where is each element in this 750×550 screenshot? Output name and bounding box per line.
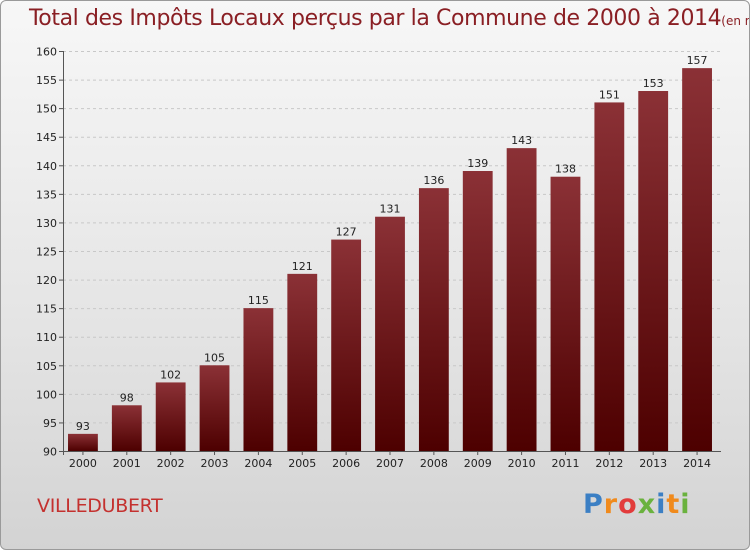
x-tick-label: 2008 bbox=[420, 457, 448, 470]
bar bbox=[287, 273, 318, 451]
x-tick-label: 2010 bbox=[508, 457, 536, 470]
proxiti-letter: x bbox=[637, 489, 657, 520]
data-label: 157 bbox=[687, 54, 708, 67]
y-tick-label: 120 bbox=[36, 274, 57, 287]
y-tick-label: 160 bbox=[36, 46, 57, 59]
bar bbox=[638, 91, 669, 451]
y-tick-label: 95 bbox=[43, 417, 57, 430]
bar bbox=[462, 171, 493, 451]
x-tick-label: 2000 bbox=[69, 457, 97, 470]
y-tick-label: 145 bbox=[36, 131, 57, 144]
data-label: 138 bbox=[555, 163, 576, 176]
data-label: 136 bbox=[423, 174, 444, 187]
bar bbox=[506, 148, 537, 451]
bar bbox=[331, 239, 362, 451]
x-tick-label: 2011 bbox=[551, 457, 579, 470]
data-label: 102 bbox=[160, 368, 181, 381]
proxiti-letter: t bbox=[666, 489, 681, 520]
proxiti-letter: P bbox=[583, 489, 604, 520]
data-label: 115 bbox=[248, 294, 269, 307]
y-tick-label: 155 bbox=[36, 74, 57, 87]
proxiti-letter: r bbox=[603, 489, 619, 520]
chart-labels: 93 2000 98 2001 102 2002 105 2003 115 2004 121 2005… bbox=[69, 54, 711, 470]
x-tick-label: 2014 bbox=[683, 457, 711, 470]
commune-name: VILLEDUBERT bbox=[37, 495, 163, 517]
data-label: 121 bbox=[292, 260, 313, 273]
chart-axes: 90 95 100 105 110 115 120 125 130 135 140 145 150 155… bbox=[36, 46, 721, 459]
bar bbox=[418, 188, 449, 451]
y-tick-label: 130 bbox=[36, 217, 57, 230]
bar bbox=[243, 308, 274, 451]
data-label: 139 bbox=[467, 157, 488, 170]
x-tick-label: 2013 bbox=[639, 457, 667, 470]
x-tick-label: 2005 bbox=[288, 457, 316, 470]
data-label: 131 bbox=[380, 203, 401, 216]
data-label: 127 bbox=[336, 226, 357, 239]
x-tick-label: 2012 bbox=[595, 457, 623, 470]
x-tick-label: 2002 bbox=[157, 457, 185, 470]
bar bbox=[550, 176, 581, 451]
chart-bars bbox=[68, 68, 712, 452]
x-tick-label: 2003 bbox=[201, 457, 229, 470]
y-tick-label: 100 bbox=[36, 388, 57, 401]
bar bbox=[111, 405, 142, 451]
proxiti-letter: i bbox=[680, 489, 691, 520]
proxiti-letter: i bbox=[656, 489, 667, 520]
data-label: 98 bbox=[120, 391, 134, 404]
data-label: 153 bbox=[643, 77, 664, 90]
x-tick-label: 2004 bbox=[244, 457, 272, 470]
y-tick-label: 110 bbox=[36, 331, 57, 344]
bar bbox=[375, 216, 405, 451]
y-tick-label: 115 bbox=[36, 303, 57, 316]
y-tick-label: 90 bbox=[43, 446, 57, 459]
bar bbox=[199, 365, 230, 451]
data-label: 105 bbox=[204, 351, 225, 364]
x-tick-label: 2006 bbox=[332, 457, 360, 470]
chart-title: Total des Impôts Locaux perçus par la Co… bbox=[29, 6, 749, 31]
data-label: 93 bbox=[76, 420, 90, 433]
x-tick-label: 2001 bbox=[113, 457, 141, 470]
chart-title-unit: (en milliers d'€) bbox=[721, 14, 749, 28]
bar bbox=[68, 433, 98, 451]
x-tick-label: 2009 bbox=[464, 457, 492, 470]
data-label: 151 bbox=[599, 88, 620, 101]
y-tick-label: 140 bbox=[36, 160, 57, 173]
bar bbox=[594, 102, 625, 451]
chart-title-main: Total des Impôts Locaux perçus par la Co… bbox=[29, 6, 722, 31]
bar bbox=[682, 68, 712, 452]
y-tick-label: 150 bbox=[36, 103, 57, 116]
y-tick-label: 125 bbox=[36, 246, 57, 259]
bar bbox=[155, 382, 186, 451]
data-label: 143 bbox=[511, 134, 532, 147]
proxiti-letter: o bbox=[618, 489, 638, 520]
y-tick-label: 135 bbox=[36, 188, 57, 201]
proxiti-logo: Proxiti bbox=[583, 489, 691, 520]
y-tick-label: 105 bbox=[36, 360, 57, 373]
x-tick-label: 2007 bbox=[376, 457, 404, 470]
